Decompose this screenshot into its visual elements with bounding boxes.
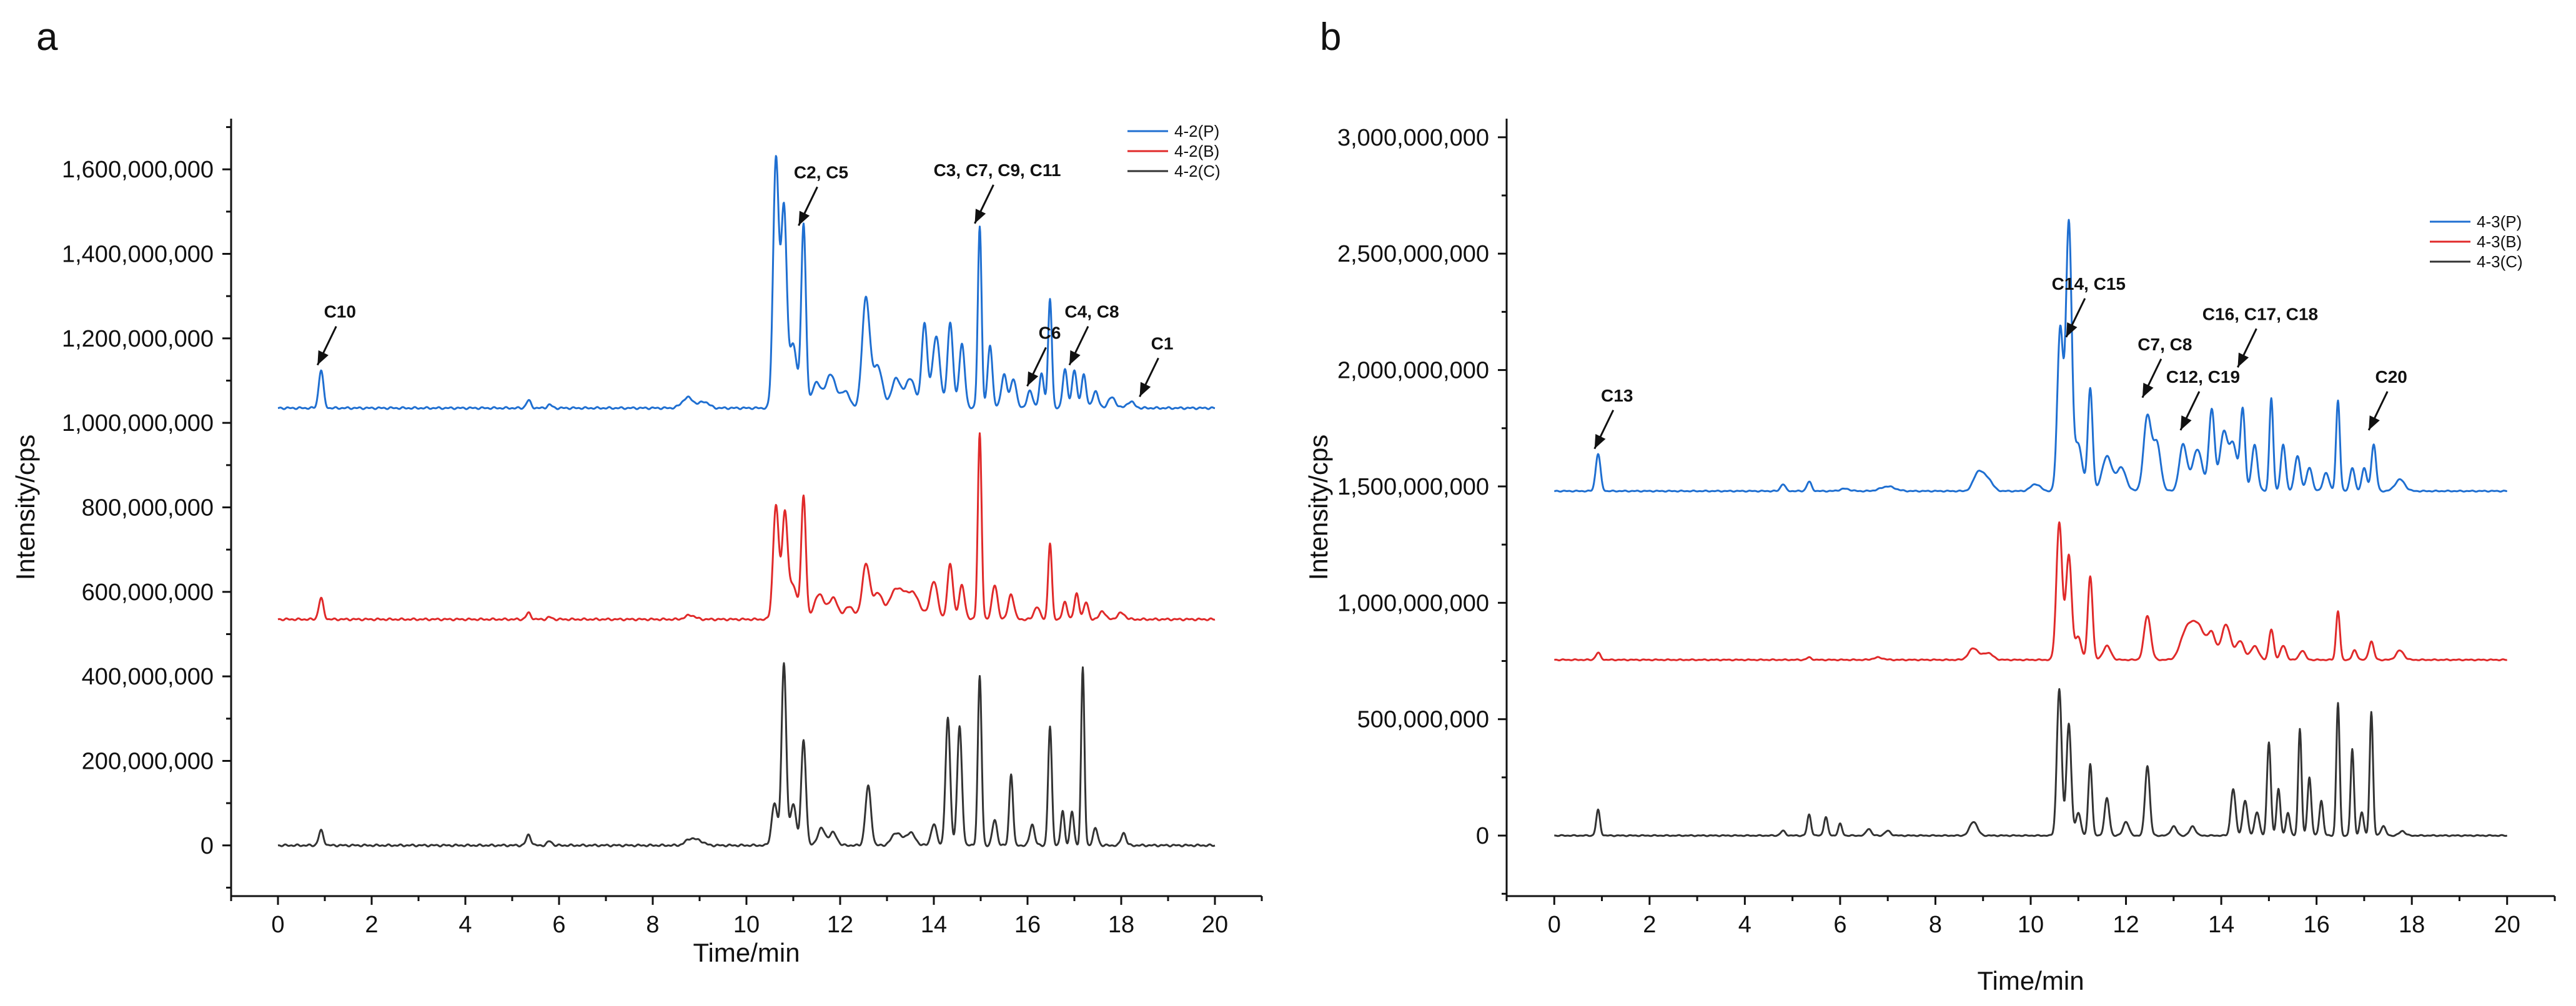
annotation-arrowhead bbox=[1027, 371, 1039, 387]
annotation-arrowhead bbox=[1139, 382, 1151, 397]
annotation-label: C13 bbox=[1601, 386, 1633, 405]
x-tick-label: 20 bbox=[1202, 912, 1228, 938]
x-tick-label: 10 bbox=[2018, 912, 2044, 938]
annotation-arrowhead bbox=[317, 350, 329, 365]
x-tick-label: 14 bbox=[2208, 912, 2234, 938]
legend-label: 4-3(B) bbox=[2477, 232, 2522, 251]
series-line-4-2(C) bbox=[277, 662, 1216, 847]
annotation-label: C10 bbox=[324, 302, 356, 322]
x-tick-label: 12 bbox=[2113, 912, 2139, 938]
x-tick-label: 16 bbox=[2303, 912, 2329, 938]
annotation-arrowhead bbox=[2369, 415, 2380, 430]
chart-panel-b: 0 500,000,000 1,000,000,000 1,500,000,000 2,… bbox=[1304, 119, 2556, 995]
annotation-label: C20 bbox=[2375, 367, 2407, 387]
annotation-label: C12, C19 bbox=[2166, 367, 2240, 387]
x-tick-label: 18 bbox=[1108, 912, 1134, 938]
y-tick-label: 1,400,000,000 bbox=[62, 242, 214, 268]
y-tick-label: 1,200,000,000 bbox=[62, 326, 214, 352]
annotation-arrowhead bbox=[2142, 383, 2154, 398]
x-tick-label: 14 bbox=[921, 912, 947, 938]
y-tick-label: 1,000,000,000 bbox=[1337, 590, 1489, 616]
y-tick-label: 500,000,000 bbox=[1357, 707, 1489, 733]
annotation-arrowhead bbox=[974, 209, 986, 224]
y-tick-label: 2,500,000,000 bbox=[1337, 241, 1489, 267]
y-tick-label: 800,000,000 bbox=[82, 495, 214, 521]
annotation-label: C2, C5 bbox=[794, 162, 848, 182]
panel-b-letter: b bbox=[1320, 16, 1341, 59]
x-tick-label: 8 bbox=[646, 912, 659, 938]
x-tick-label: 6 bbox=[552, 912, 565, 938]
x-tick-label: 20 bbox=[2494, 912, 2520, 938]
x-tick-label: 0 bbox=[1548, 912, 1561, 938]
annotation-label: C4, C8 bbox=[1064, 302, 1119, 322]
x-axis-title: Time/min bbox=[693, 938, 800, 967]
y-axis-title: Intensity/cps bbox=[11, 435, 40, 580]
annotation-label: C3, C7, C9, C11 bbox=[934, 160, 1061, 180]
annotation-label: C16, C17, C18 bbox=[2202, 304, 2318, 323]
legend-label: 4-3(C) bbox=[2477, 252, 2523, 271]
series-line-4-2(B) bbox=[277, 432, 1216, 621]
y-tick-label: 1,500,000,000 bbox=[1337, 474, 1489, 500]
series-line-4-3(P) bbox=[1553, 219, 2508, 493]
panel-a-letter: a bbox=[36, 16, 58, 59]
y-tick-label: 3,000,000,000 bbox=[1337, 125, 1489, 151]
legend-label: 4-2(P) bbox=[1174, 122, 1219, 141]
series-line-4-3(C) bbox=[1553, 688, 2508, 837]
annotation-label: C6 bbox=[1039, 323, 1061, 342]
x-tick-label: 4 bbox=[458, 912, 472, 938]
annotation-label: C14, C15 bbox=[2052, 274, 2126, 293]
series-line-4-3(B) bbox=[1553, 521, 2508, 662]
annotation-arrowhead bbox=[1594, 434, 1606, 449]
annotation-arrowhead bbox=[2066, 322, 2078, 337]
annotation-arrowhead bbox=[2237, 352, 2249, 368]
x-tick-label: 0 bbox=[271, 912, 284, 938]
x-tick-label: 10 bbox=[733, 912, 760, 938]
annotation-label: C1 bbox=[1151, 333, 1174, 353]
annotation-arrowhead bbox=[1069, 350, 1081, 365]
annotation-arrowhead bbox=[798, 210, 810, 226]
chart-panel-a: 0 200,000,000 400,000,000 600,000,000 800,00… bbox=[11, 119, 1263, 967]
x-tick-label: 2 bbox=[365, 912, 378, 938]
x-tick-label: 16 bbox=[1014, 912, 1041, 938]
legend-label: 4-2(B) bbox=[1174, 142, 1219, 160]
x-tick-label: 8 bbox=[1929, 912, 1942, 938]
y-tick-label: 2,000,000,000 bbox=[1337, 358, 1489, 384]
legend-label: 4-2(C) bbox=[1174, 162, 1221, 180]
series-line-4-2(P) bbox=[277, 155, 1216, 410]
x-tick-label: 4 bbox=[1738, 912, 1751, 938]
annotation-label: C7, C8 bbox=[2138, 335, 2192, 354]
annotation-arrowhead bbox=[2180, 415, 2192, 430]
x-tick-label: 18 bbox=[2399, 912, 2425, 938]
y-tick-label: 1,600,000,000 bbox=[62, 157, 214, 183]
y-tick-label: 400,000,000 bbox=[82, 664, 214, 690]
y-tick-label: 200,000,000 bbox=[82, 748, 214, 774]
legend-label: 4-3(P) bbox=[2477, 212, 2522, 231]
y-tick-label: 1,000,000,000 bbox=[62, 410, 214, 436]
y-tick-label: 0 bbox=[1476, 823, 1489, 849]
x-tick-label: 12 bbox=[827, 912, 853, 938]
y-axis-title: Intensity/cps bbox=[1304, 435, 1333, 580]
y-tick-label: 0 bbox=[201, 833, 214, 859]
x-tick-label: 2 bbox=[1643, 912, 1656, 938]
x-tick-label: 6 bbox=[1833, 912, 1846, 938]
y-tick-label: 600,000,000 bbox=[82, 579, 214, 606]
x-axis-title: Time/min bbox=[1977, 966, 2084, 995]
